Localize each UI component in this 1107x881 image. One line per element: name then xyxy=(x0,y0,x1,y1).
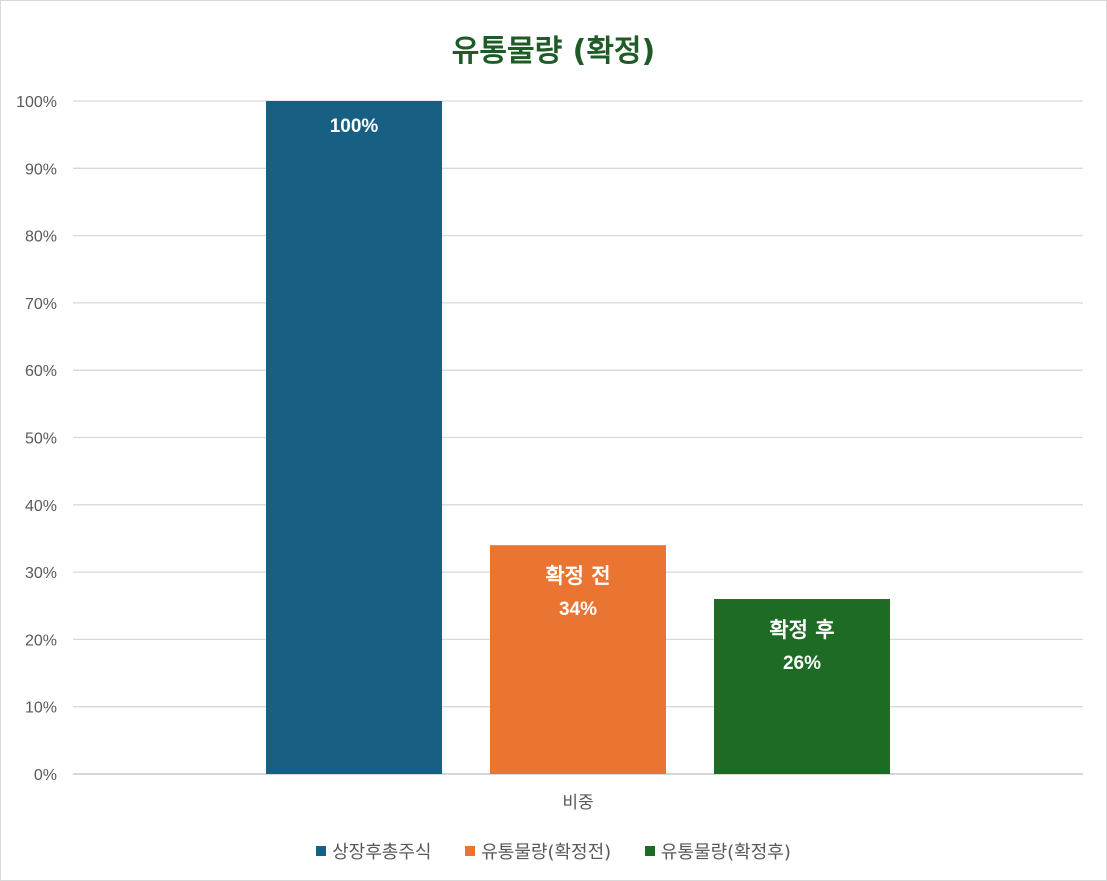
legend-label: 상장후총주식 xyxy=(332,842,432,863)
chart-title: 유통물량 (확정) xyxy=(451,34,656,69)
legend-item-float-after: 유통물량(확정후) xyxy=(644,838,791,864)
bar xyxy=(490,545,666,774)
bar-label-value: 100% xyxy=(330,116,379,137)
legend: 상장후총주식 유통물량(확정전) 유통물량(확정후) xyxy=(0,838,1107,864)
bar xyxy=(714,599,890,774)
legend-label: 유통물량(확정후) xyxy=(660,842,791,863)
legend-swatch xyxy=(316,846,327,856)
y-tick-label: 60% xyxy=(25,363,57,380)
legend-item-total-shares: 상장후총주식 xyxy=(316,838,431,864)
bar-label-value: 26% xyxy=(783,653,821,674)
y-tick-label: 100% xyxy=(16,94,57,111)
bar xyxy=(266,101,442,774)
y-tick-label: 90% xyxy=(25,161,57,178)
y-tick-label: 10% xyxy=(25,700,57,717)
y-tick-label: 50% xyxy=(25,431,57,448)
bar-label-name: 확정 전 xyxy=(545,564,610,588)
y-tick-label: 0% xyxy=(34,767,57,784)
legend-item-float-before: 유통물량(확정전) xyxy=(465,838,611,864)
bar-label-value: 34% xyxy=(559,599,597,620)
y-tick-label: 20% xyxy=(25,632,57,649)
y-tick-label: 40% xyxy=(25,498,57,515)
legend-label: 유통물량(확정전) xyxy=(481,842,612,863)
y-tick-label: 70% xyxy=(25,296,57,313)
legend-swatch xyxy=(465,846,476,856)
legend-swatch xyxy=(644,846,655,856)
bar-label-name: 확정 후 xyxy=(769,618,834,642)
y-tick-label: 80% xyxy=(25,229,57,246)
x-category-label: 비중 xyxy=(562,793,593,813)
y-tick-label: 30% xyxy=(25,565,57,582)
